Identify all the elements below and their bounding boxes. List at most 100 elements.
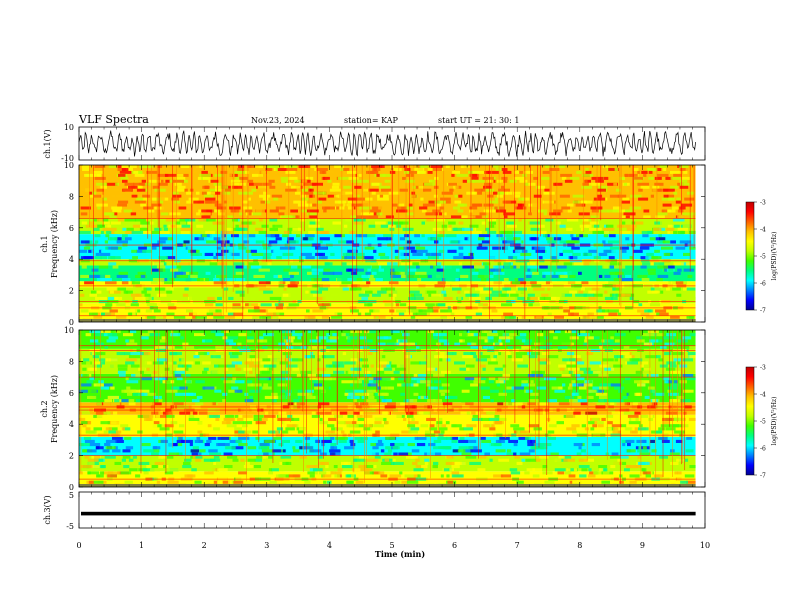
spectrogram-speckle: [574, 262, 585, 266]
spectrogram-speckle: [321, 443, 325, 447]
spectrogram-speckle: [292, 446, 296, 450]
spectrogram-speckle: [489, 330, 498, 334]
spectrogram-speckle: [639, 246, 650, 250]
spectrogram-speckle: [131, 194, 138, 198]
spectrogram-speckle: [216, 246, 221, 250]
spectrogram-speckle: [224, 417, 234, 421]
spectrogram-speckle: [407, 274, 420, 278]
spectrogram-speckle: [224, 446, 236, 450]
spectrogram-speckle: [563, 309, 570, 313]
spectrogram-speckle: [285, 392, 289, 396]
spectrogram-speckle: [231, 234, 239, 238]
spectrogram-speckle: [538, 377, 551, 381]
spectrogram-speckle: [89, 274, 100, 278]
spectrogram-speckle: [87, 471, 100, 475]
spectrogram-speckle: [130, 352, 143, 356]
spectrogram-speckle: [289, 281, 296, 285]
spectrogram-speckle: [387, 402, 396, 406]
spectrogram-speckle: [566, 218, 579, 222]
spectrogram-speckle: [86, 380, 94, 384]
spectrogram-speckle: [121, 427, 125, 431]
spectrogram-speckle: [197, 430, 203, 434]
spectrogram-speckle: [404, 352, 408, 356]
spectrogram-speckle: [587, 312, 594, 316]
spectrogram-speckle: [625, 439, 635, 443]
spectrogram-speckle: [207, 296, 215, 300]
spectrogram-speckle: [619, 230, 631, 234]
spectrogram-speckle: [234, 182, 246, 186]
spectrogram-speckle: [360, 436, 368, 440]
spectrogram-speckle: [591, 287, 600, 291]
spectrogram-speckle: [176, 188, 185, 192]
spectrogram-speckle: [481, 417, 490, 421]
spectrogram-speckle: [671, 312, 677, 316]
spectrogram-speckle: [213, 278, 220, 282]
spectrogram-speckle: [658, 458, 662, 462]
spectrogram-speckle: [86, 361, 91, 365]
spectrogram-speckle: [677, 268, 682, 272]
spectrogram-speckle: [516, 480, 524, 484]
spectrogram-speckle: [321, 374, 331, 378]
spectrogram-speckle: [126, 227, 134, 231]
spectrogram-speckle: [238, 246, 247, 250]
spectrogram-speckle: [415, 312, 427, 316]
spectrogram-speckle: [304, 436, 310, 440]
spectrogram-speckle: [339, 411, 348, 415]
spectrogram-speckle: [449, 395, 454, 399]
spectrogram-speckle: [510, 293, 519, 297]
spectrogram-speckle: [216, 421, 222, 425]
spectrogram-speckle: [556, 218, 563, 222]
spectrogram-speckle: [475, 411, 481, 415]
spectrogram-speckle: [113, 411, 118, 415]
spectrogram-speckle: [322, 188, 333, 192]
spectrogram-speckle: [673, 380, 678, 384]
spectrogram-speckle: [369, 215, 379, 219]
spectrogram-speckle: [481, 333, 487, 337]
spectrogram-speckle: [91, 268, 99, 272]
spectrogram-speckle: [572, 194, 585, 198]
spectrogram-speckle: [226, 281, 234, 285]
spectrogram-speckle: [397, 203, 405, 207]
spectrogram-speckle: [680, 262, 690, 266]
spectrogram-speckle: [177, 364, 184, 368]
spectrogram-speckle: [245, 303, 249, 307]
spectrogram-speckle: [373, 417, 384, 421]
spectrogram-speckle: [371, 265, 379, 269]
spectrogram-speckle: [157, 165, 163, 168]
spectrogram-speckle: [90, 290, 97, 294]
spectrogram-speckle: [404, 474, 414, 478]
spectrogram-speckle: [627, 361, 638, 365]
spectrogram-speckle: [438, 427, 448, 431]
spectrogram-speckle: [185, 218, 196, 222]
spectrogram-speckle: [100, 386, 110, 390]
spectrogram-speckle: [143, 471, 149, 475]
spectrogram-speckle: [224, 188, 231, 192]
spectrogram-speckle: [392, 439, 403, 443]
spectrogram-speckle: [669, 364, 677, 368]
spectrogram-speckle: [114, 446, 118, 450]
spectrogram-speckle: [127, 392, 133, 396]
spectrogram-speckle: [656, 168, 664, 171]
spectrogram-speckle: [486, 455, 494, 459]
spectrogram-speckle: [224, 414, 235, 418]
spectrogram-speckle: [576, 170, 582, 174]
spectrogram-speckle: [433, 333, 441, 337]
spectrogram-speckle: [203, 377, 211, 381]
spectrogram-speckle: [619, 246, 629, 250]
spectrogram-speckle: [629, 358, 640, 362]
spectrogram-speckle: [151, 246, 157, 250]
spectrogram-speckle: [366, 458, 375, 462]
spectrogram-speckle: [446, 358, 451, 362]
spectrogram-speckle: [309, 461, 319, 465]
spectrogram-speckle: [541, 293, 552, 297]
spectrogram-speckle: [451, 424, 462, 428]
spectrogram-speckle: [547, 436, 556, 440]
spectrogram-speckle: [250, 265, 262, 269]
spectrogram-speckle: [648, 271, 656, 275]
spectrogram-speckle: [104, 274, 111, 278]
spectrogram-speckle: [663, 252, 671, 256]
spectrogram-speckle: [536, 458, 541, 462]
spectrogram-speckle: [141, 443, 151, 447]
spectrogram-speckle: [332, 182, 340, 186]
